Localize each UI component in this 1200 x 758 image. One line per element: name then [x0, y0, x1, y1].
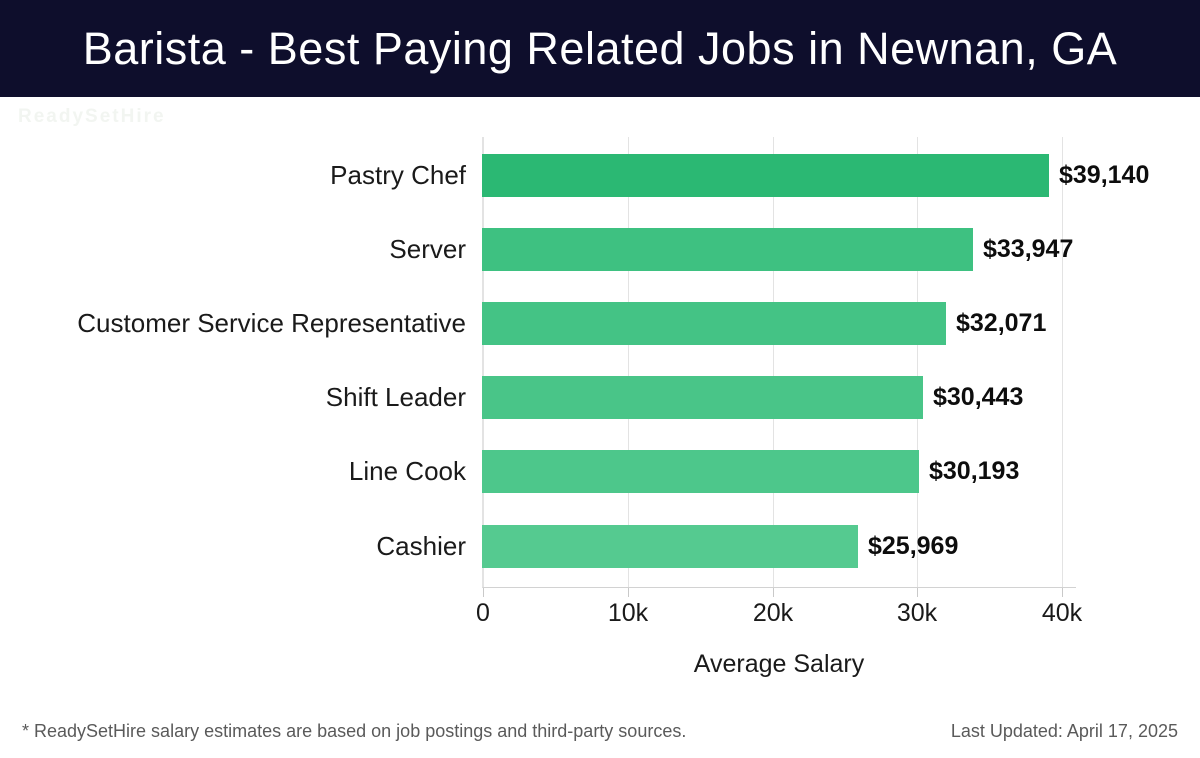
x-tick-mark-0 [483, 588, 484, 597]
bar-shift-leader [482, 376, 923, 419]
footer: * ReadySetHire salary estimates are base… [0, 721, 1200, 742]
page-title: Barista - Best Paying Related Jobs in Ne… [82, 22, 1118, 74]
category-label-cashier: Cashier [376, 531, 466, 561]
x-axis-title: Average Salary [693, 650, 865, 678]
x-tick-label-30k: 30k [896, 599, 938, 627]
bar-customer-service-representative [482, 302, 946, 345]
gridline-30k [917, 137, 918, 587]
value-label-pastry-chef: $39,140 [1059, 161, 1150, 189]
x-tick-mark-20k [773, 588, 774, 597]
category-label-line-cook: Line Cook [348, 456, 466, 486]
bar-server [482, 228, 973, 271]
category-label-customer-service-representative: Customer Service Representative [77, 308, 466, 338]
bar-pastry-chef [482, 154, 1049, 197]
x-tick-mark-40k [1062, 588, 1063, 597]
category-label-pastry-chef: Pastry Chef [330, 160, 466, 190]
gridline-10k [628, 137, 629, 587]
category-label-server: Server [389, 234, 466, 264]
gridline-20k [773, 137, 774, 587]
bar-line-cook [482, 450, 919, 493]
header-bar: Barista - Best Paying Related Jobs in Ne… [0, 0, 1200, 97]
value-label-customer-service-representative: $32,071 [956, 309, 1047, 337]
x-tick-label-10k: 10k [607, 599, 649, 627]
footer-last-updated: Last Updated: April 17, 2025 [950, 721, 1178, 741]
value-label-line-cook: $30,193 [929, 457, 1020, 485]
x-tick-label-20k: 20k [752, 599, 794, 627]
value-label-server: $33,947 [983, 235, 1074, 263]
x-tick-label-0: 0 [476, 599, 490, 627]
value-label-cashier: $25,969 [868, 532, 959, 560]
gridline-40k [1062, 137, 1063, 587]
gridline-0 [483, 137, 484, 587]
bar-cashier [482, 525, 858, 568]
footer-disclaimer: * ReadySetHire salary estimates are base… [22, 721, 687, 741]
category-label-shift-leader: Shift Leader [325, 382, 466, 412]
watermark-logo: ReadySetHire [18, 106, 166, 127]
plot-area: 0 10k 20k 30k 40k [476, 137, 1082, 627]
x-tick-mark-30k [917, 588, 918, 597]
x-tick-mark-10k [628, 588, 629, 597]
x-tick-label-40k: 40k [1041, 599, 1083, 627]
value-label-shift-leader: $30,443 [933, 383, 1024, 411]
